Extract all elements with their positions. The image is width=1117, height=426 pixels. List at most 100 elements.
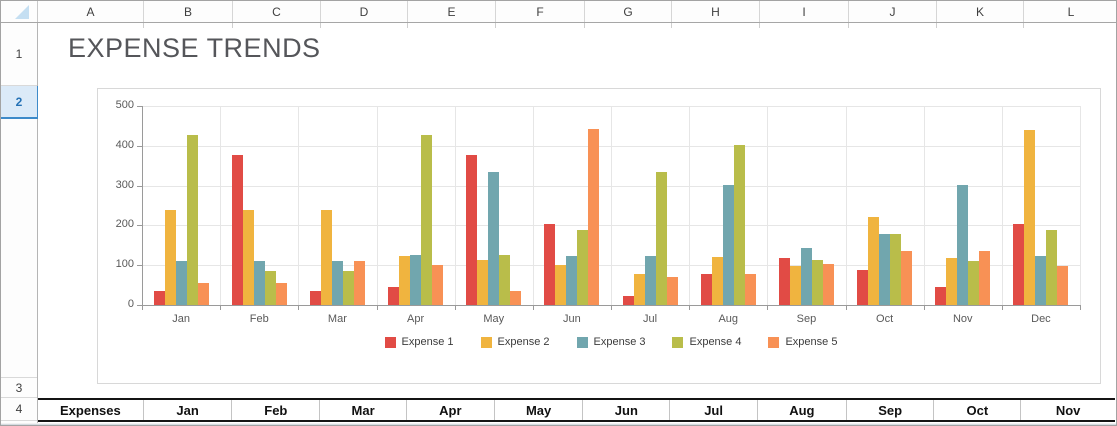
gridline-x-4 xyxy=(454,106,456,305)
bar-expense-4-jan xyxy=(186,135,198,305)
bar-group-aug xyxy=(689,106,767,305)
gridline-x-3 xyxy=(376,106,378,305)
table-cell-jan[interactable]: Jan xyxy=(144,400,233,420)
bar-group-feb xyxy=(220,106,298,305)
legend-swatch-icon xyxy=(672,336,684,348)
bar-expense-5-jul xyxy=(666,277,678,305)
table-cell-feb[interactable]: Feb xyxy=(232,400,321,420)
row-header-1[interactable]: 1 xyxy=(1,23,37,86)
column-header-J[interactable]: J xyxy=(849,1,937,22)
gridline-stub xyxy=(1023,23,1024,28)
x-tick-8 xyxy=(767,305,769,310)
x-tick-3 xyxy=(376,305,378,310)
table-cell-oct[interactable]: Oct xyxy=(934,400,1022,420)
bar-expense-5-oct xyxy=(901,251,913,305)
table-cell-jun[interactable]: Jun xyxy=(583,400,671,420)
y-axis-label-500: 500 xyxy=(115,99,134,111)
x-tick-6 xyxy=(611,305,612,310)
gridline-stub xyxy=(407,23,408,28)
x-axis-label-apr: Apr xyxy=(407,313,425,325)
x-axis-label-sep: Sep xyxy=(796,313,817,325)
y-axis-label-200: 200 xyxy=(115,218,134,231)
bar-expense-1-apr xyxy=(388,286,400,305)
column-header-H[interactable]: H xyxy=(672,1,760,22)
gridline-stub xyxy=(671,23,672,28)
gridline-x-2 xyxy=(298,106,300,305)
bar-expense-2-oct xyxy=(868,217,880,305)
x-tick-2 xyxy=(298,305,300,310)
x-tick-1 xyxy=(220,305,222,310)
gridline-stub xyxy=(143,23,144,28)
bar-expense-3-nov xyxy=(957,185,969,305)
y-axis-label-0: 0 xyxy=(127,298,134,310)
y-tick-100 xyxy=(137,265,142,267)
column-header-D[interactable]: D xyxy=(321,1,408,22)
gridline-x-7 xyxy=(689,106,691,305)
bar-expense-5-jan xyxy=(197,283,209,305)
column-header-L[interactable]: L xyxy=(1067,4,1075,19)
bar-expense-1-mar xyxy=(309,291,321,305)
bar-expense-5-feb xyxy=(275,283,287,305)
y-tick-500 xyxy=(137,106,142,107)
bar-group-dec xyxy=(1002,106,1080,305)
legend-label: Expense 1 xyxy=(401,336,454,348)
bar-expense-4-may xyxy=(499,255,511,305)
table-cell-aug[interactable]: Aug xyxy=(758,400,847,420)
bar-expense-1-jul xyxy=(622,296,634,305)
column-header-G[interactable]: G xyxy=(585,1,672,22)
y-tick-200 xyxy=(137,225,142,227)
gridline-x-6 xyxy=(611,106,612,305)
legend-item-expense-5: Expense 5 xyxy=(768,336,837,348)
column-header-K[interactable]: K xyxy=(937,1,1024,22)
bar-expense-4-apr xyxy=(421,135,433,305)
table-cell-expenses[interactable]: Expenses xyxy=(38,400,144,420)
column-header-C[interactable]: C xyxy=(233,1,321,22)
column-header-E[interactable]: E xyxy=(408,1,496,22)
row-header-4[interactable]: 4 xyxy=(1,398,37,421)
x-axis-label-jul: Jul xyxy=(643,313,658,325)
bar-expense-1-nov xyxy=(935,286,947,305)
column-header-F[interactable]: F xyxy=(496,1,585,22)
gridline-x-8 xyxy=(767,106,769,305)
table-cell-mar[interactable]: Mar xyxy=(320,400,407,420)
x-axis-label-jan: Jan xyxy=(172,313,190,325)
gridline-stub xyxy=(495,23,496,28)
x-axis-label-nov: Nov xyxy=(952,313,973,325)
row-header-spacer xyxy=(1,119,37,378)
row-header-3[interactable]: 3 xyxy=(1,378,37,398)
bar-expense-2-feb xyxy=(242,210,254,305)
column-header-B[interactable]: B xyxy=(144,1,233,22)
bar-expense-2-mar xyxy=(320,210,332,305)
table-cell-apr[interactable]: Apr xyxy=(407,400,495,420)
chart-legend: Expense 1 Expense 2 Expense 3 Expense 4 Expe… xyxy=(142,336,1080,348)
bar-expense-5-mar xyxy=(353,261,365,305)
bar-expense-4-mar xyxy=(342,271,354,305)
expense-trends-chart[interactable]: 0 100 200 300 400 500 Jan Feb Mar Apr May Jun Jul Aug… xyxy=(97,88,1101,384)
legend-item-expense-4: Expense 4 xyxy=(672,336,741,348)
column-header-A[interactable]: A xyxy=(38,1,144,22)
bar-expense-4-aug xyxy=(733,145,745,305)
select-all-corner[interactable] xyxy=(1,1,38,22)
bar-expense-5-jun xyxy=(588,128,600,305)
bar-expense-4-dec xyxy=(1046,230,1058,305)
bar-expense-1-dec xyxy=(1013,224,1025,305)
bar-group-jun xyxy=(533,106,611,305)
bar-expense-3-mar xyxy=(331,261,343,305)
table-cell-sep[interactable]: Sep xyxy=(847,400,935,420)
column-header-I[interactable]: I xyxy=(760,1,849,22)
table-cell-jul[interactable]: Jul xyxy=(670,400,758,420)
gridline-stub xyxy=(848,23,849,28)
bar-expense-5-dec xyxy=(1057,265,1069,305)
bar-group-oct xyxy=(846,106,924,305)
row-header-2[interactable]: 2 xyxy=(1,86,38,119)
bar-expense-1-jun xyxy=(544,224,556,305)
x-axis-label-dec: Dec xyxy=(1031,313,1051,325)
table-cell-may[interactable]: May xyxy=(495,400,584,420)
bar-group-may xyxy=(455,106,533,305)
bar-expense-5-aug xyxy=(744,273,756,305)
x-tick-5 xyxy=(532,305,534,310)
bar-group-apr xyxy=(377,106,455,305)
bar-expense-1-jan xyxy=(153,291,165,305)
table-cell-nov[interactable]: Nov xyxy=(1055,402,1081,418)
